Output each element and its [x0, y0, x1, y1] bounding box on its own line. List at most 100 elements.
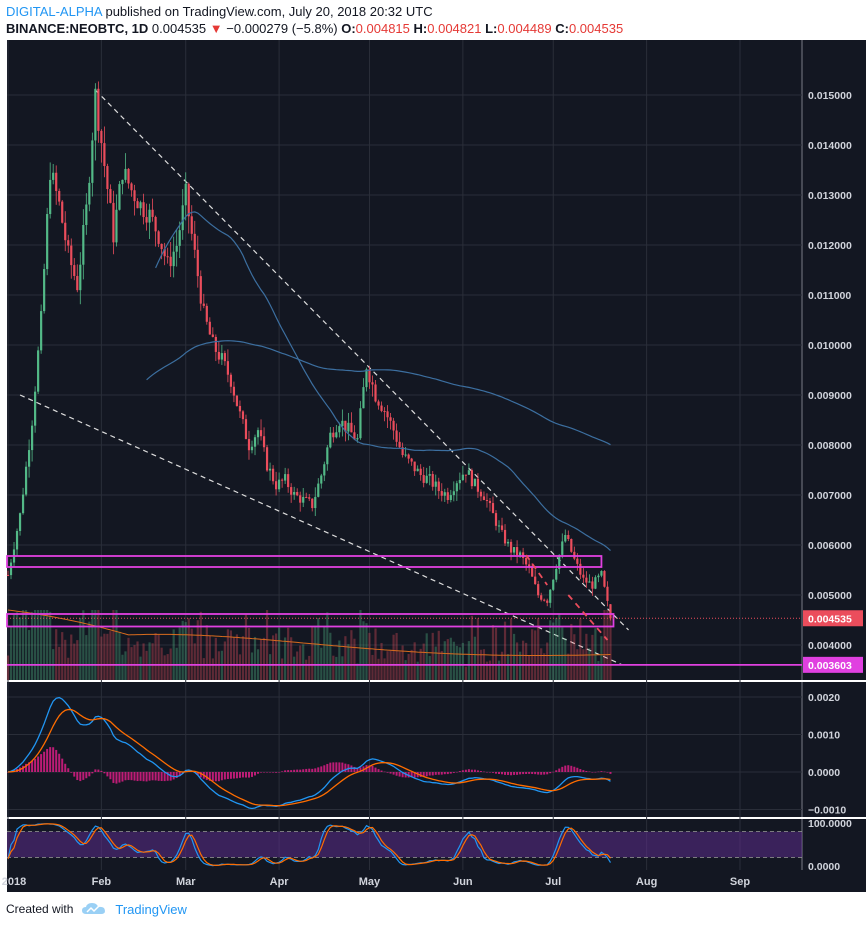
volume-bar — [461, 642, 464, 680]
macd-histogram-bar — [251, 772, 253, 777]
volume-bar — [226, 629, 230, 680]
candle-body — [374, 384, 377, 402]
candle-body — [338, 426, 341, 433]
volume-bar — [558, 613, 561, 680]
open-value: 0.004815 — [355, 21, 410, 36]
macd-histogram-bar — [91, 772, 94, 774]
macd-histogram-bar — [558, 768, 561, 772]
volume-bar — [46, 610, 49, 680]
macd-histogram-bar — [534, 772, 537, 775]
candle-body — [485, 499, 489, 501]
candle-body — [395, 430, 398, 442]
volume-bar — [455, 645, 458, 680]
volume-bar — [85, 635, 88, 680]
macd-histogram-bar — [510, 772, 513, 776]
volume-bar — [142, 643, 145, 680]
volume-bar — [473, 636, 477, 680]
volume-bar — [500, 651, 504, 680]
candle-body — [112, 202, 115, 243]
candle-body — [512, 547, 516, 553]
macd-histogram-bar — [79, 772, 82, 782]
macd-histogram-bar — [229, 772, 232, 779]
volume-bar — [49, 611, 52, 680]
volume-bar — [398, 651, 401, 680]
candle-body — [232, 386, 236, 396]
volume-bar — [543, 653, 546, 680]
macd-histogram-bar — [528, 772, 531, 774]
candle-body — [97, 88, 100, 131]
macd-histogram-bar — [552, 771, 555, 773]
volume-bar — [214, 637, 217, 680]
candle-body — [461, 474, 464, 481]
volume-bar — [413, 642, 416, 680]
candle-body — [582, 574, 585, 578]
volume-bar — [268, 654, 272, 680]
candle-body — [151, 209, 154, 217]
volume-bar — [109, 631, 112, 680]
candle-body — [79, 264, 82, 291]
y-tick-label: 0.011000 — [808, 290, 851, 302]
volume-bar — [241, 636, 245, 680]
volume-bar — [190, 628, 193, 680]
macd-histogram-bar — [142, 772, 145, 782]
candle-body — [27, 450, 31, 467]
x-tick-label: Jun — [453, 876, 473, 888]
volume-bar — [229, 630, 233, 680]
volume-bar — [299, 645, 302, 680]
macd-histogram-bar — [516, 772, 519, 775]
volume-bar — [64, 639, 67, 680]
candle-body — [476, 478, 480, 492]
macd-histogram-bar — [284, 770, 287, 772]
author-link[interactable]: DIGITAL-ALPHA — [6, 4, 102, 19]
volume-bar — [9, 626, 13, 680]
candle-body — [323, 464, 326, 476]
volume-bar — [235, 634, 239, 680]
volume-bar — [37, 610, 40, 680]
pane-macd — [7, 682, 802, 817]
volume-bar — [570, 623, 573, 680]
macd-tick-label: −0.0010 — [808, 805, 846, 817]
tradingview-brand-link[interactable]: TradingView — [115, 901, 187, 917]
candle-body — [437, 481, 440, 492]
candle-body — [452, 491, 455, 496]
volume-bar — [549, 620, 552, 680]
candle-body — [262, 436, 266, 448]
macd-histogram-bar — [232, 772, 235, 779]
macd-histogram-bar — [359, 767, 362, 772]
macd-histogram-bar — [507, 772, 510, 775]
macd-histogram-bar — [260, 772, 263, 773]
candle-body — [531, 567, 534, 577]
candle-body — [190, 216, 193, 234]
volume-bar — [166, 654, 169, 680]
macd-histogram-bar — [238, 772, 241, 778]
tradingview-cloud-icon — [82, 903, 106, 914]
candle-body — [18, 513, 22, 531]
macd-histogram-bar — [257, 772, 260, 774]
candle-body — [443, 492, 446, 496]
candle-body — [293, 492, 296, 495]
candle-body — [148, 209, 151, 223]
low-label: L: — [485, 21, 498, 36]
macd-histogram-bar — [482, 771, 485, 773]
candle-body — [67, 240, 70, 246]
volume-bar — [446, 639, 449, 680]
candle-body — [606, 586, 609, 601]
target-price-label: 0.003603 — [808, 660, 852, 672]
candle-body — [205, 305, 208, 322]
candle-body — [91, 140, 94, 183]
macd-histogram-bar — [281, 771, 284, 772]
candle-body — [268, 468, 272, 471]
candle-body — [226, 361, 230, 375]
low-value: 0.004489 — [497, 21, 552, 36]
candle-body — [497, 525, 501, 527]
candle-body — [555, 568, 558, 580]
macd-histogram-bar — [344, 763, 347, 772]
x-tick-label: 2018 — [2, 876, 26, 888]
chart-canvas[interactable]: 2018 Feb Mar Apr May Jun Jul Aug Sep 0.015000 0.01… — [0, 40, 866, 892]
volume-bar — [552, 622, 555, 680]
volume-bar — [232, 636, 236, 680]
candle-body — [609, 604, 612, 619]
volume-bar — [27, 630, 31, 680]
macd-histogram-bar — [302, 769, 305, 772]
macd-histogram-bar — [488, 772, 491, 773]
